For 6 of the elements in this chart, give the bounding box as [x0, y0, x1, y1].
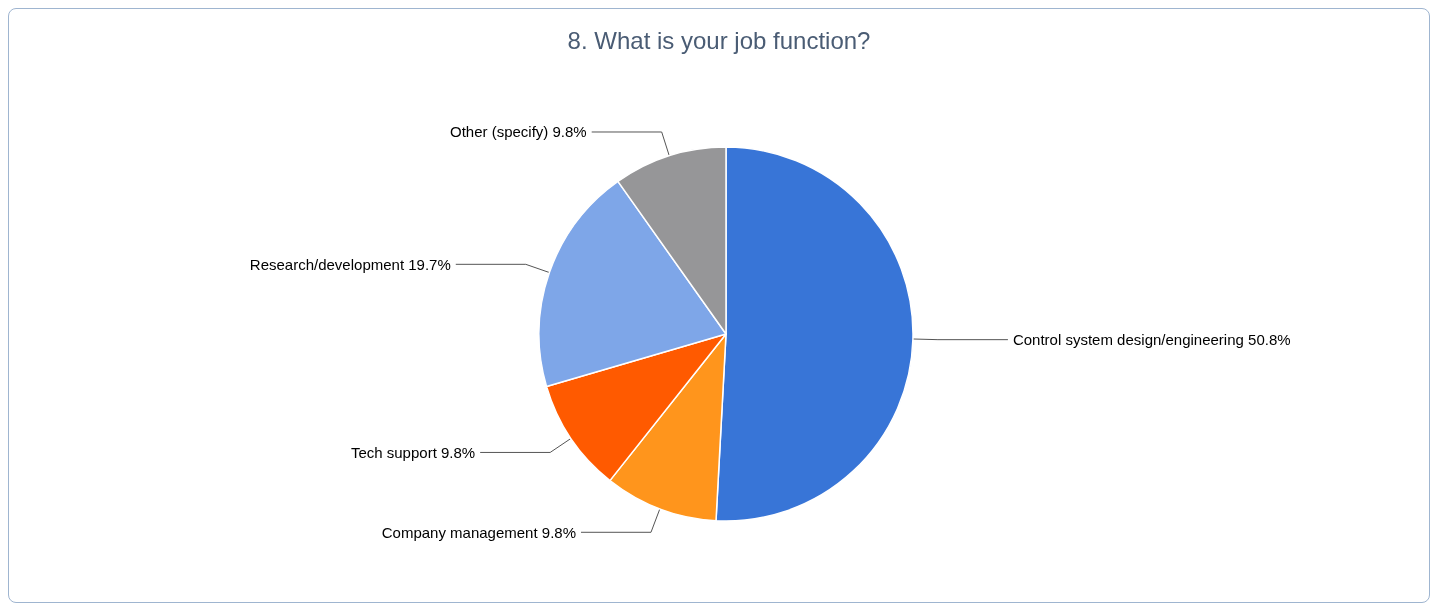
slice-label: Other (specify) 9.8% — [449, 123, 587, 141]
slice-label: Control system design/engineering 50.8% — [1012, 331, 1291, 349]
slice-label: Tech support 9.8% — [350, 443, 476, 461]
slice-label: Company management 9.8% — [381, 523, 576, 541]
chart-title: 8. What is your job function? — [567, 26, 871, 54]
slice-label: Research/development 19.7% — [249, 255, 451, 273]
